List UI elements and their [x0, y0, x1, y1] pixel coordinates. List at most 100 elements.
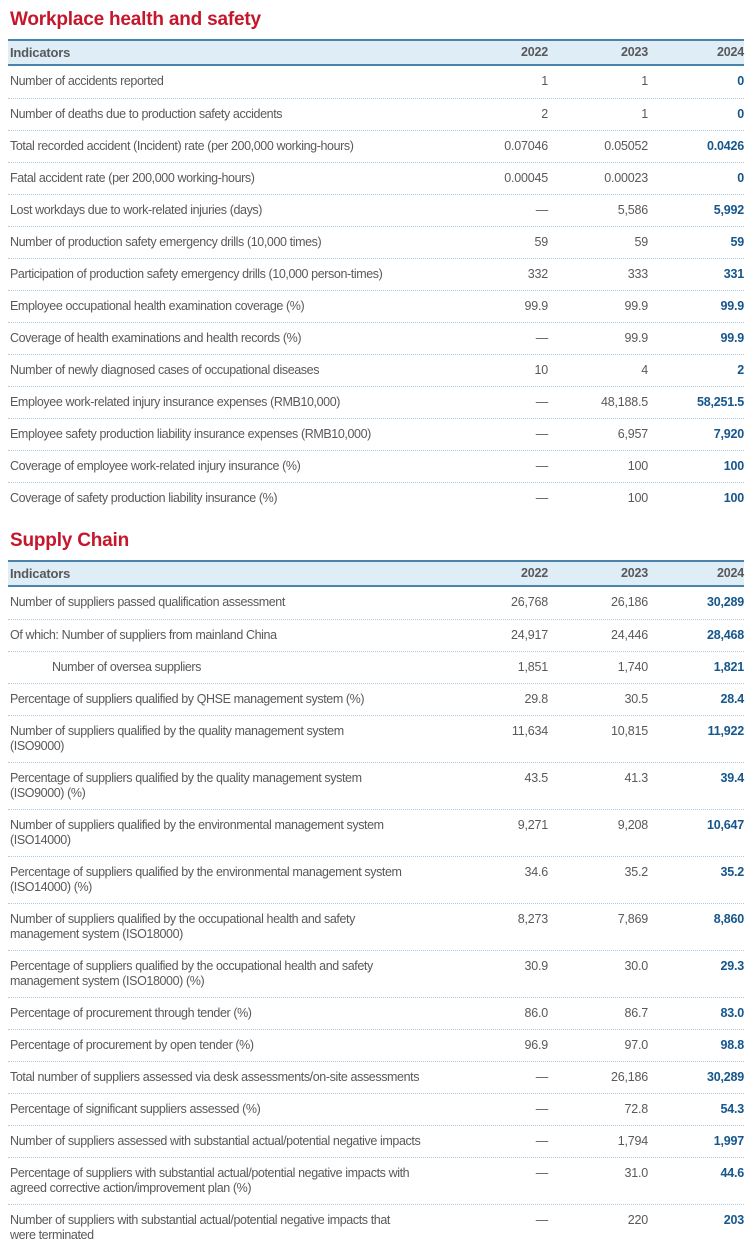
table-row: Percentage of suppliers qualified by the… [8, 950, 744, 997]
value-2022: 43.5 [524, 771, 548, 785]
value-2023: 26,186 [610, 595, 648, 609]
table-row: Percentage of suppliers with substantial… [8, 1157, 744, 1204]
value-2023: 99.9 [624, 331, 648, 345]
column-header-year: 2024 [716, 566, 744, 580]
table-header-row: Indicators 2022 2023 2024 [8, 562, 744, 587]
table-row: Number of suppliers qualified by the env… [8, 809, 744, 856]
value-2023: 30.5 [624, 692, 648, 706]
value-2023: 1,794 [617, 1134, 648, 1148]
value-2024: 98.8 [720, 1038, 744, 1052]
table-row: Employee work-related injury insurance e… [8, 386, 744, 418]
column-header-indicators: Indicators [10, 45, 71, 60]
value-2023: 1 [641, 74, 648, 88]
table-row: Number of suppliers with substantial act… [8, 1204, 744, 1251]
table-row: Number of oversea suppliers 1,851 1,740 1,8… [8, 651, 744, 683]
value-2023: 333 [627, 267, 648, 281]
value-2022: — [535, 1070, 549, 1084]
table-row: Employee occupational health examination… [8, 290, 744, 322]
table-row: Fatal accident rate (per 200,000 working… [8, 162, 744, 194]
value-2023: 0.05052 [604, 139, 648, 153]
row-indicator-label: Participation of production safety emerg… [10, 267, 383, 281]
value-2022: 30.9 [524, 959, 548, 973]
value-2022: — [535, 1134, 549, 1148]
row-indicator-label: Of which: Number of suppliers from mainl… [10, 628, 277, 642]
row-indicator-label: Percentage of procurement through tender… [10, 1006, 252, 1020]
value-2023: 59 [634, 235, 648, 249]
value-2024: 35.2 [720, 865, 744, 879]
value-2024: 331 [723, 267, 744, 281]
value-2024: 0 [737, 171, 744, 185]
row-indicator-label: Employee work-related injury insurance e… [10, 395, 341, 409]
table-row: Number of suppliers assessed with substa… [8, 1125, 744, 1157]
value-2022: 9,271 [517, 818, 548, 832]
row-indicator-label: Coverage of health examinations and heal… [10, 331, 302, 345]
value-2022: 10 [534, 363, 548, 377]
value-2024: 100 [723, 491, 744, 505]
table-row: Number of suppliers qualified by the qua… [8, 715, 744, 762]
table-row: Number of deaths due to production safet… [8, 98, 744, 130]
table-row: Participation of production safety emerg… [8, 258, 744, 290]
value-2024: 5,992 [713, 203, 744, 217]
value-2024: 29.3 [720, 959, 744, 973]
table-row: Of which: Number of suppliers from mainl… [8, 619, 744, 651]
table-header-row: Indicators 2022 2023 2024 [8, 41, 744, 66]
value-2022: 29.8 [524, 692, 548, 706]
row-indicator-label: Number of deaths due to production safet… [10, 107, 283, 121]
value-2024: 99.9 [720, 299, 744, 313]
value-2022: — [535, 459, 549, 473]
row-indicator-label: Number of accidents reported [10, 74, 164, 88]
column-header-indicators: Indicators [10, 566, 71, 581]
value-2022: — [535, 491, 549, 505]
column-header-year: 2024 [716, 45, 744, 59]
row-indicator-label: Percentage of suppliers qualified by the… [10, 771, 362, 800]
value-2023: 10,815 [610, 724, 648, 738]
row-indicator-label: Percentage of significant suppliers asse… [10, 1102, 261, 1116]
supply-chain-indicators-table: Indicators 2022 2023 2024 Number of supplier… [8, 560, 744, 1251]
row-indicator-label: Number of suppliers qualified by the env… [10, 818, 384, 847]
row-indicator-label: Total number of suppliers assessed via d… [10, 1070, 420, 1084]
value-2024: 0.0426 [706, 139, 744, 153]
value-2024: 100 [723, 459, 744, 473]
value-2023: 100 [627, 491, 648, 505]
row-indicator-label: Number of suppliers assessed with substa… [10, 1134, 421, 1148]
value-2022: 2 [541, 107, 548, 121]
page-title: Supply Chain [10, 530, 129, 551]
table-row: Percentage of procurement by open tender… [8, 1029, 744, 1061]
row-indicator-label: Number of newly diagnosed cases of occup… [10, 363, 320, 377]
section-supply-chain: Supply Chain Indicators 2022 2023 2024 Numbe… [8, 530, 744, 1251]
value-2024: 39.4 [720, 771, 744, 785]
value-2024: 30,289 [706, 1070, 744, 1084]
value-2022: — [535, 1213, 549, 1227]
value-2024: 28,468 [706, 628, 744, 642]
value-2024: 30,289 [706, 595, 744, 609]
value-2024: 83.0 [720, 1006, 744, 1020]
value-2022: 8,273 [517, 912, 548, 926]
value-2024: 58,251.5 [696, 395, 744, 409]
value-2024: 59 [730, 235, 744, 249]
table-row: Employee safety production liability ins… [8, 418, 744, 450]
workplace-indicators-table: Indicators 2022 2023 2024 Number of accident… [8, 39, 744, 514]
table-row: Coverage of employee work-related injury… [8, 450, 744, 482]
row-indicator-label: Fatal accident rate (per 200,000 working… [10, 171, 255, 185]
value-2022: 86.0 [524, 1006, 548, 1020]
table-row: Number of suppliers qualified by the occ… [8, 903, 744, 950]
value-2024: 1,997 [713, 1134, 744, 1148]
value-2022: 11,634 [511, 724, 548, 738]
value-2023: 48,188.5 [600, 395, 648, 409]
value-2022: — [535, 1166, 549, 1180]
value-2023: 35.2 [624, 865, 648, 879]
table-row: Number of accidents reported 1 1 0 [8, 66, 744, 98]
table-row: Coverage of health examinations and heal… [8, 322, 744, 354]
table-row: Number of suppliers passed qualification… [8, 587, 744, 619]
value-2024: 0 [737, 107, 744, 121]
value-2024: 1,821 [713, 660, 744, 674]
row-indicator-label: Percentage of suppliers qualified by the… [10, 959, 373, 988]
table-row: Lost workdays due to work-related injuri… [8, 194, 744, 226]
value-2022: 0.00045 [504, 171, 548, 185]
value-2024: 10,647 [706, 818, 744, 832]
table-row: Number of newly diagnosed cases of occup… [8, 354, 744, 386]
row-indicator-label: Number of suppliers qualified by the occ… [10, 912, 355, 941]
value-2022: 1 [541, 74, 548, 88]
table-row: Total recorded accident (Incident) rate … [8, 130, 744, 162]
value-2022: 34.6 [524, 865, 548, 879]
